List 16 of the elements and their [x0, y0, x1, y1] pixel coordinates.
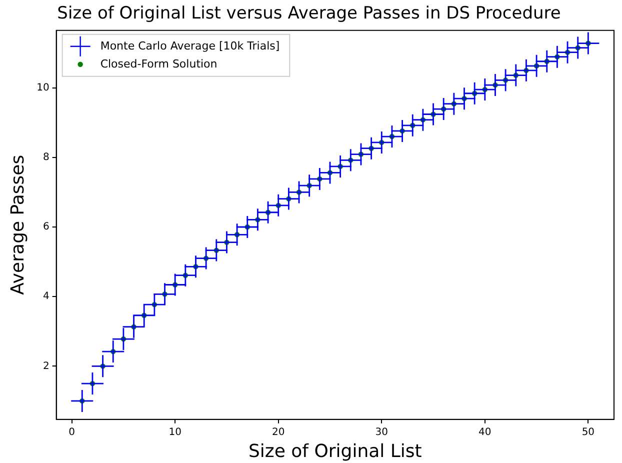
legend-label: Monte Carlo Average [10k Trials] — [100, 39, 280, 52]
y-tick-label: 4 — [42, 291, 50, 302]
x-tick-label: 30 — [375, 426, 388, 438]
x-axis-title: Size of Original List — [248, 440, 422, 462]
chart-title: Size of Original List versus Average Passes in DS Procedure — [57, 4, 561, 24]
x-tick-label: 50 — [582, 426, 595, 438]
x-tick-label: 40 — [478, 426, 492, 438]
y-tick-label: 10 — [36, 82, 50, 94]
y-axis-title: Average Passes — [7, 154, 28, 295]
x-tick-label: 20 — [272, 426, 285, 438]
y-tick-label: 8 — [42, 152, 50, 163]
legend-label: Closed-Form Solution — [100, 57, 218, 70]
y-tick-label: 6 — [42, 222, 50, 233]
x-tick-label: 10 — [168, 426, 182, 438]
x-tick-label: 0 — [68, 426, 76, 438]
y-tick-label: 2 — [42, 360, 50, 372]
